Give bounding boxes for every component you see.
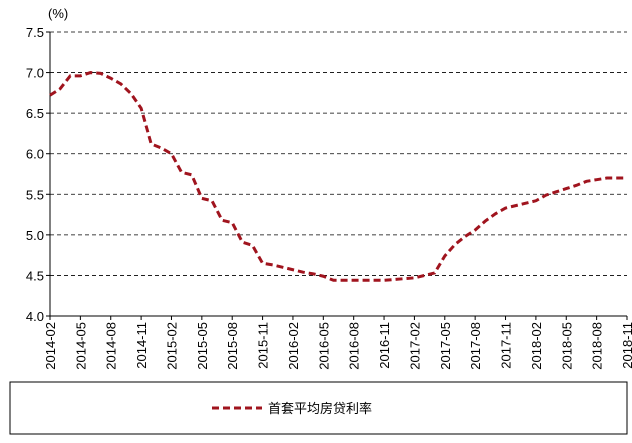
y-tick-label: 7.0	[26, 66, 44, 81]
x-tick-label: 2016-02	[286, 322, 301, 370]
legend-box	[9, 381, 628, 435]
x-tick-label: 2015-02	[164, 322, 179, 370]
legend-label: 首套平均房贷利率	[268, 401, 372, 416]
y-tick-label: 5.0	[26, 228, 44, 243]
x-tick-label: 2017-05	[438, 322, 453, 370]
x-tick-label: 2018-05	[559, 322, 574, 370]
y-tick-label: 4.0	[26, 309, 44, 324]
y-axis-label: (%)	[48, 6, 68, 21]
x-tick-label: 2014-05	[73, 322, 88, 370]
y-tick-label: 6.0	[26, 147, 44, 162]
y-tick-label: 4.5	[26, 268, 44, 283]
y-tick-label: 7.5	[26, 25, 44, 40]
y-tick-label: 6.5	[26, 106, 44, 121]
x-tick-label: 2014-11	[134, 322, 149, 369]
line-series	[49, 71, 627, 282]
x-tick-label: 2018-11	[620, 322, 632, 369]
x-tick-label: 2015-05	[195, 322, 210, 370]
x-tick-label: 2014-02	[43, 322, 58, 370]
x-tick-label: 2018-02	[529, 322, 544, 370]
x-tick-label: 2015-11	[256, 322, 271, 369]
x-tick-label: 2016-08	[347, 322, 362, 370]
x-tick-label: 2015-08	[225, 322, 240, 370]
x-tick-label: 2017-08	[468, 322, 483, 370]
x-tick-label: 2017-11	[499, 322, 514, 369]
x-tick-label: 2018-08	[590, 322, 605, 370]
x-tick-label: 2016-05	[316, 322, 331, 370]
x-tick-label: 2014-08	[104, 322, 119, 370]
y-tick-label: 5.5	[26, 187, 44, 202]
x-tick-label: 2017-02	[407, 322, 422, 370]
x-tick-label: 2016-11	[377, 322, 392, 369]
